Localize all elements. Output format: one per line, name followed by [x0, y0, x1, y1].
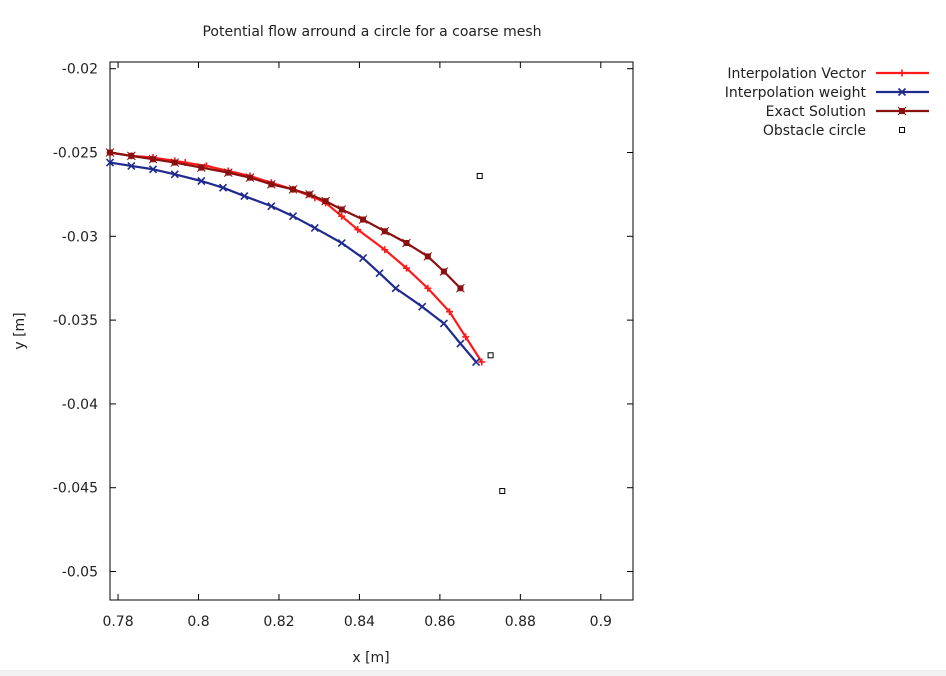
- plot-frame: [109, 61, 634, 601]
- legend-swatch: [876, 106, 929, 116]
- y-tick-label: -0.045: [53, 481, 98, 497]
- x-tick-label: 0.82: [263, 614, 294, 630]
- data-point: [358, 215, 368, 224]
- legend-label: Interpolation weight: [725, 85, 867, 101]
- legend-swatch: [876, 69, 929, 77]
- data-point: [358, 254, 368, 263]
- data-point: [337, 205, 347, 214]
- data-point: [148, 154, 158, 164]
- data-point: [462, 333, 470, 341]
- data-point: [439, 267, 449, 276]
- data-point: [375, 269, 384, 278]
- data-point: [288, 185, 298, 194]
- data-point: [472, 357, 481, 367]
- data-point: [402, 238, 411, 248]
- data-point: [105, 148, 115, 157]
- legend: Interpolation Vector Interpolation weight…: [725, 66, 929, 139]
- legend-label: Interpolation Vector: [727, 66, 866, 82]
- axes: 0.78 0.8 0.82 0.84 0.86 0.88 0.9 -0.02 -0.025 -0.…: [53, 62, 633, 630]
- y-tick-label: -0.03: [62, 229, 98, 245]
- chart-title: Potential flow arround a circle for a co…: [202, 24, 541, 40]
- x-tick-label: 0.9: [590, 614, 612, 630]
- x-axis-label: x [m]: [352, 650, 389, 666]
- data-point: [403, 264, 411, 272]
- data-point: [245, 173, 255, 182]
- data-point: [354, 226, 362, 234]
- bottom-strip: [0, 670, 946, 676]
- data-point: [898, 69, 906, 77]
- legend-label: Exact Solution: [766, 104, 866, 120]
- data-point: [218, 183, 228, 192]
- data-point: [338, 212, 346, 220]
- data-point: [223, 168, 233, 177]
- data-point: [170, 170, 179, 179]
- data-point: [424, 284, 432, 292]
- data-point: [148, 165, 158, 174]
- data-point: [266, 179, 276, 189]
- x-tick-label: 0.8: [187, 614, 209, 630]
- data-point: [423, 252, 433, 261]
- data-point: [196, 163, 206, 172]
- data-point: [127, 161, 136, 170]
- data-point: [439, 319, 448, 328]
- data-point: [499, 488, 506, 495]
- data-point: [288, 212, 298, 221]
- data-point: [337, 238, 346, 248]
- data-point: [170, 158, 180, 167]
- x-tick-label: 0.88: [505, 614, 536, 630]
- data-point: [478, 358, 486, 366]
- series-2: [105, 148, 465, 293]
- legend-label: Obstacle circle: [763, 123, 866, 139]
- data-point: [418, 302, 427, 311]
- data-point: [476, 172, 483, 179]
- x-tick-label: 0.84: [344, 614, 375, 630]
- data-point: [897, 106, 907, 116]
- data-point: [310, 223, 319, 232]
- y-tick-label: -0.05: [62, 565, 98, 581]
- data-point: [456, 339, 465, 348]
- data-point: [899, 127, 905, 133]
- y-tick-label: -0.035: [53, 313, 98, 329]
- data-point: [240, 192, 249, 201]
- data-point: [197, 176, 206, 186]
- data-point: [446, 308, 454, 316]
- y-tick-label: -0.02: [62, 62, 98, 78]
- series-3: [476, 172, 506, 495]
- data-point: [105, 158, 115, 167]
- y-tick-label: -0.025: [53, 146, 98, 162]
- y-axis-label: y [m]: [12, 312, 28, 349]
- legend-swatch: [876, 87, 929, 97]
- series-1: [105, 158, 481, 367]
- data-point: [380, 226, 390, 236]
- data-point: [126, 151, 136, 161]
- x-tick-label: 0.86: [424, 614, 455, 630]
- data-point: [487, 352, 494, 359]
- data-point: [391, 284, 400, 293]
- series-layer: [105, 148, 506, 495]
- x-tick-label: 0.78: [102, 614, 133, 630]
- data-point: [456, 283, 465, 293]
- y-tick-label: -0.04: [62, 397, 98, 413]
- data-point: [305, 190, 314, 199]
- legend-swatch: [899, 127, 905, 133]
- data-point: [897, 87, 907, 97]
- data-point: [381, 246, 389, 254]
- series-line: [109, 151, 462, 290]
- data-point: [321, 196, 330, 206]
- data-point: [267, 202, 276, 211]
